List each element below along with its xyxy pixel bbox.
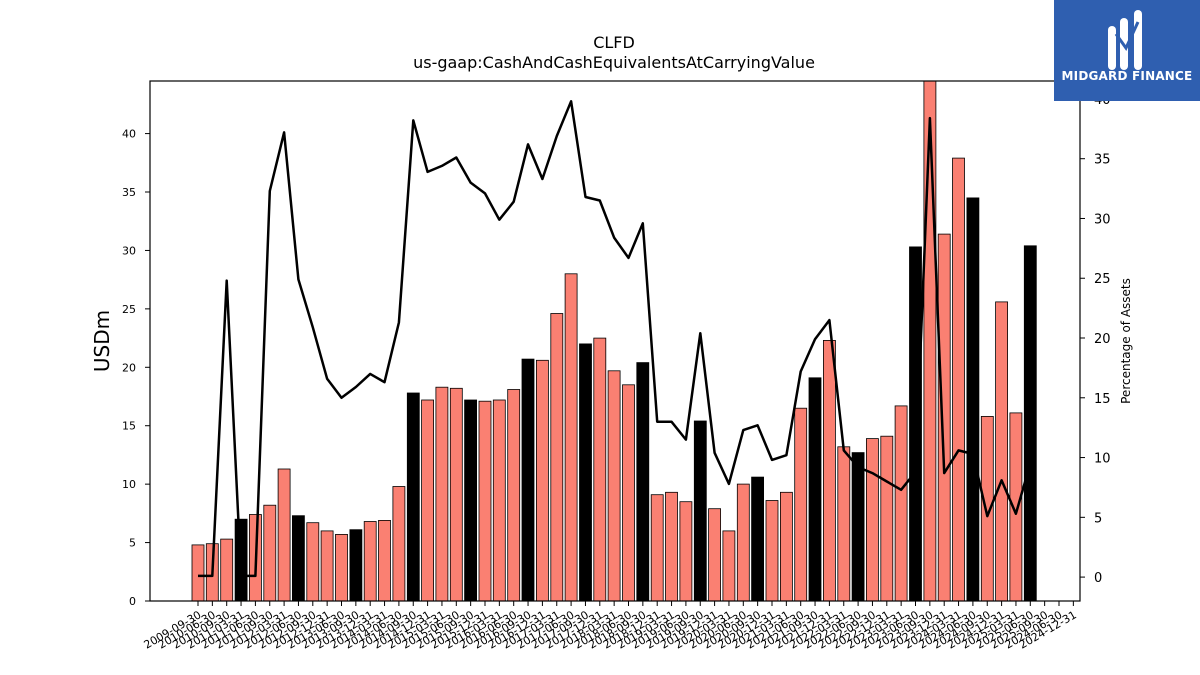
bar-2011-06-30 [291, 515, 305, 602]
y-tick-label: 35 [122, 186, 136, 199]
y2-tick-label: 5 [1094, 511, 1102, 526]
bar-2023-09-30 [995, 301, 1008, 602]
y-tick-label: 40 [122, 128, 136, 141]
bar-2020-03-31 [794, 407, 808, 602]
y-tick-label: 0 [129, 595, 136, 608]
y2-tick-label: 30 [1094, 212, 1111, 227]
bar-2021-03-31 [851, 452, 865, 602]
bar-2021-06-30 [866, 438, 879, 602]
bar-2011-09-30 [306, 522, 320, 602]
bar-2018-09-30 [708, 508, 721, 602]
bar-2016-06-30 [579, 343, 592, 602]
y-tick-label: 20 [122, 361, 136, 374]
bar-2015-09-30 [536, 359, 549, 602]
y-tick-label: 30 [122, 244, 136, 257]
bar-2011-12-31 [320, 530, 334, 602]
bar-2019-06-30 [751, 476, 764, 602]
bar-2019-03-31 [736, 483, 750, 602]
bar-2012-06-30 [349, 529, 363, 602]
x-axis: 2009-09-302010-06-302010-09-302011-03-31… [142, 601, 1079, 652]
brand-logo: MIDGARD FINANCE [1054, 0, 1200, 101]
bar-2014-03-31 [449, 387, 463, 602]
chart-subtitle: us-gaap:CashAndCashEquivalentsAtCarrying… [413, 53, 815, 72]
bar-2017-12-31 [665, 491, 678, 602]
bar-2018-12-31 [722, 530, 736, 602]
bar-2020-09-30 [823, 339, 836, 602]
bar-group [191, 80, 1037, 602]
plot-frame [149, 80, 1081, 602]
bar-2011-03-31 [277, 468, 291, 602]
y-tick-label: 5 [129, 537, 136, 550]
bar-2016-03-31 [564, 273, 578, 602]
bar-2020-06-30 [808, 377, 822, 602]
line-group [198, 100, 1032, 578]
bar-2012-03-31 [335, 534, 348, 602]
bar-2017-09-30 [650, 494, 664, 602]
bar-2017-06-30 [636, 362, 650, 602]
y2-tick-label: 10 [1094, 452, 1111, 467]
bar-2015-12-31 [550, 313, 564, 602]
y2-tick-label: 15 [1094, 392, 1111, 407]
bar-2018-06-30 [693, 420, 707, 602]
y2-tick-label: 35 [1094, 153, 1111, 168]
y2-tick-label: 20 [1094, 332, 1111, 347]
bar-2021-09-30 [880, 435, 894, 602]
bar-2013-06-30 [406, 392, 420, 602]
bar-2021-12-31 [894, 405, 908, 602]
bar-2022-06-30 [923, 80, 937, 602]
bar-2017-03-31 [622, 384, 635, 602]
bar-2015-03-31 [507, 389, 521, 602]
bar-2019-12-31 [780, 491, 793, 602]
y-tick-label: 25 [122, 303, 136, 316]
bar-2014-09-30 [478, 400, 492, 602]
bar-2022-03-31 [909, 246, 922, 602]
bar-2018-03-31 [679, 501, 693, 602]
bar-2012-09-30 [363, 521, 377, 602]
y2-axis-label: Percentage of Assets [1119, 278, 1133, 404]
bar-2013-03-31 [392, 486, 406, 602]
bar-2022-09-30 [937, 233, 951, 602]
bar-2020-12-31 [837, 446, 851, 602]
logo-mark-icon [1108, 10, 1142, 70]
left-axis: 0 5 10 15 20 25 30 35 40 [122, 128, 150, 608]
y2-tick-label: 0 [1094, 571, 1102, 586]
bar-2022-12-31 [952, 157, 965, 602]
bar-2013-12-31 [435, 386, 449, 602]
bar-2024-03-31 [1023, 245, 1037, 602]
bar-2014-06-30 [464, 399, 478, 602]
bar-2019-09-30 [765, 500, 779, 602]
chart-title: CLFD [593, 33, 635, 52]
bar-2009-09-30 [191, 544, 205, 602]
bar-2015-06-30 [521, 358, 535, 602]
y2-tick-label: 25 [1094, 272, 1111, 287]
bar-2013-09-30 [421, 399, 435, 602]
bar-2016-12-31 [607, 370, 621, 602]
bar-2010-03-31 [220, 538, 234, 602]
bar-2016-09-30 [593, 337, 607, 602]
y-tick-label: 15 [122, 420, 136, 433]
logo-wordmark: MIDGARD FINANCE [1061, 69, 1193, 83]
bar-2010-12-31 [263, 504, 277, 602]
bar-2023-03-31 [966, 197, 980, 602]
y-tick-label: 10 [122, 478, 136, 491]
bar-2012-12-31 [378, 520, 391, 602]
y-axis-label: USDm [90, 310, 114, 372]
percentage-line [198, 100, 1032, 578]
bar-2014-12-31 [492, 399, 506, 602]
